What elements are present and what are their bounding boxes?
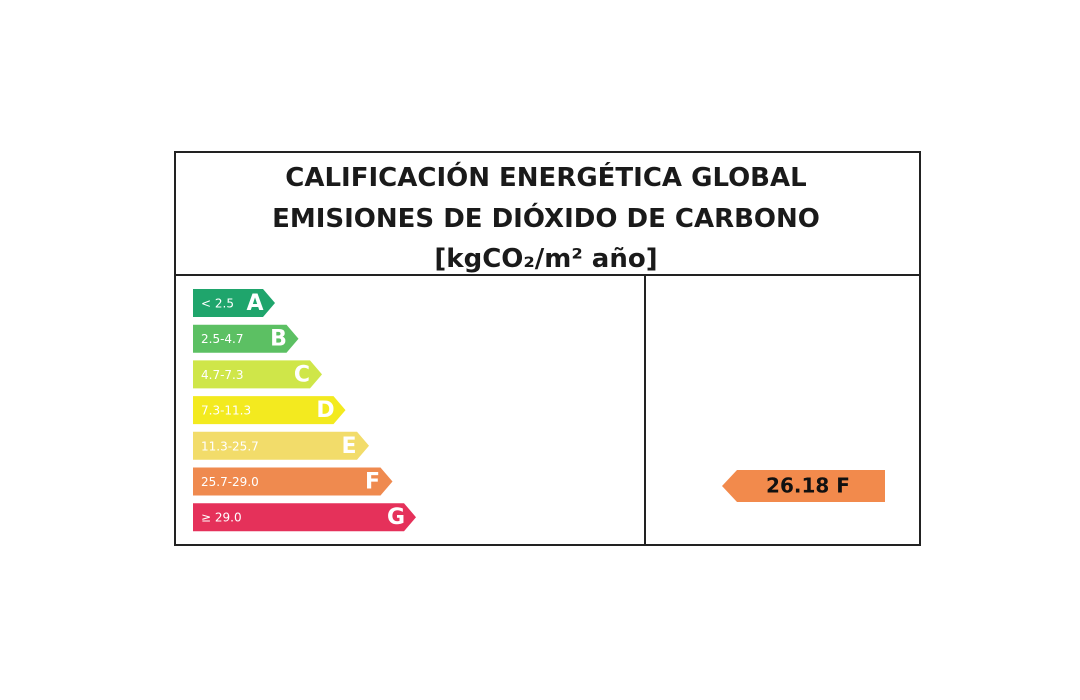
scale-letter: C bbox=[294, 362, 310, 387]
scale-letter: F bbox=[365, 470, 380, 495]
header-line: EMISIONES DE DIÓXIDO DE CARBONO bbox=[272, 202, 820, 234]
scale-bar bbox=[193, 324, 299, 353]
scale-range: 2.5-4.7 bbox=[201, 332, 244, 346]
rating-arrow bbox=[722, 470, 885, 502]
scale-range: 11.3-25.7 bbox=[201, 439, 259, 453]
scale-range: ≥ 29.0 bbox=[201, 511, 242, 525]
scale-letter: A bbox=[246, 291, 263, 316]
rating-result: 26.18 F bbox=[722, 470, 885, 502]
scale-bar bbox=[193, 360, 322, 389]
scale-letter: G bbox=[387, 505, 405, 530]
scale-bar bbox=[193, 467, 393, 496]
scale-bar bbox=[193, 503, 416, 532]
scale-bar bbox=[193, 396, 346, 425]
scale-letter: B bbox=[270, 327, 287, 352]
scale-range: 4.7-7.3 bbox=[201, 368, 244, 382]
scale-range: 25.7-29.0 bbox=[201, 475, 259, 489]
label-frame bbox=[174, 151, 921, 546]
header-line: CALIFICACIÓN ENERGÉTICA GLOBAL bbox=[285, 161, 806, 193]
rating-value: 26.18 F bbox=[766, 474, 850, 498]
scale-letter: E bbox=[341, 434, 356, 459]
rating-scale: < 2.5 A 2.5-4.7 B 4.7-7.3 C 7.3-11.3 D 11.3-25.7… bbox=[193, 289, 416, 532]
scale-range: < 2.5 bbox=[201, 297, 234, 311]
scale-range: 7.3-11.3 bbox=[201, 404, 251, 418]
scale-letter: D bbox=[316, 398, 334, 423]
scale-bar bbox=[193, 289, 275, 317]
header-line: [kgCO₂/m² año] bbox=[434, 244, 657, 274]
scale-bar bbox=[193, 431, 369, 460]
